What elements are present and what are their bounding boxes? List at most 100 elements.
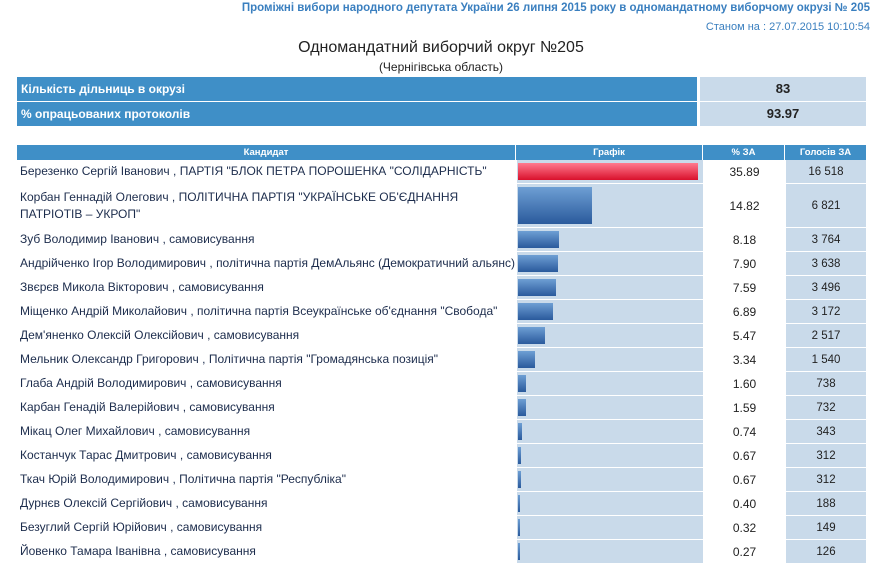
column-header-chart: Графік [516, 145, 703, 160]
district-title: Одномандатний виборчий округ №205 [298, 39, 584, 56]
candidate-party: ПОЛІТИЧНА ПАРТІЯ "УКРАЇНСЬКЕ ОБ'ЄДНАННЯ … [20, 189, 459, 221]
candidate-text: Дем'яненко Олексій Олексійович , самовис… [20, 327, 299, 344]
chart-cell [516, 160, 703, 183]
candidate-name: Зуб Володимир Іванович [20, 232, 160, 246]
table-row: Безуглий Сергій Юрійович , самовисування… [17, 516, 866, 540]
result-bar [518, 327, 545, 344]
candidate-text: Мікац Олег Михайлович , самовисування [20, 423, 250, 440]
candidate-party: Політична партія "Республіка" [179, 472, 346, 486]
summary-row-stations: Кількість дільниць в окрузі 83 [17, 77, 866, 101]
candidate-name: Костанчук Тарас Дмитрович [20, 448, 177, 462]
candidate-cell: Йовенко Тамара Іванівна , самовисування [17, 540, 516, 563]
column-header-candidate: Кандидат [17, 145, 516, 160]
table-row: Звєрєв Микола Вікторович , самовисування… [17, 276, 866, 300]
votes-cell: 6 821 [785, 184, 866, 227]
separator: , [154, 424, 165, 438]
separator: , [169, 164, 180, 178]
votes-cell: 312 [785, 468, 866, 491]
separator: , [186, 376, 197, 390]
result-bar [518, 231, 559, 248]
candidate-name: Мікац Олег Михайлович [20, 424, 155, 438]
result-bar [518, 375, 526, 392]
candidate-party: самовисування [170, 544, 256, 558]
percent-cell: 8.18 [703, 228, 785, 251]
summary-row-protocols: % опрацьованих протоколів 93.97 [17, 102, 866, 126]
candidate-text: Карбан Генадій Валерійович , самовисуван… [20, 399, 275, 416]
chart-cell [516, 228, 703, 251]
as-of-timestamp: Станом на : 27.07.2015 10:10:54 [705, 21, 870, 33]
percent-cell: 0.67 [703, 444, 785, 467]
result-bar [518, 471, 521, 488]
candidate-party: самовисування [189, 400, 275, 414]
election-title-link[interactable]: Проміжні вибори народного депутата Украї… [241, 2, 870, 14]
candidate-text: Звєрєв Микола Вікторович , самовисування [20, 279, 264, 296]
percent-cell: 35.89 [703, 160, 785, 183]
candidate-party: політична партія Всеукраїнське об'єднанн… [197, 304, 498, 318]
percent-cell: 0.27 [703, 540, 785, 563]
chart-cell [516, 516, 703, 539]
candidate-cell: Мельник Олександр Григорович , Політична… [17, 348, 516, 371]
table-row: Зуб Володимир Іванович , самовисування 8.… [17, 228, 866, 252]
separator: , [168, 189, 179, 204]
candidate-cell: Безуглий Сергій Юрійович , самовисування [17, 516, 516, 539]
candidate-text: Зуб Володимир Іванович , самовисування [20, 231, 254, 248]
candidate-name: Карбан Генадій Валерійович [20, 400, 180, 414]
chart-cell [516, 492, 703, 515]
votes-cell: 16 518 [785, 160, 866, 183]
result-bar [518, 187, 592, 224]
candidate-text: Безуглий Сергій Юрійович , самовисування [20, 519, 262, 536]
candidate-name: Міщенко Андрій Миколайович [20, 304, 187, 318]
percent-cell: 6.89 [703, 300, 785, 323]
result-bar [518, 399, 526, 416]
result-bar [518, 163, 698, 180]
candidate-party: самовисування [182, 496, 268, 510]
candidate-name: Звєрєв Микола Вікторович [20, 280, 169, 294]
separator: , [159, 232, 170, 246]
candidate-party: самовисування [178, 280, 264, 294]
candidate-text: Андрійченко Ігор Володимирович , політич… [20, 255, 515, 272]
separator: , [176, 448, 187, 462]
votes-cell: 3 496 [785, 276, 866, 299]
chart-cell [516, 252, 703, 275]
candidate-text: Березенко Сергій Іванович , ПАРТІЯ "БЛОК… [20, 163, 487, 180]
summary-label: % опрацьованих протоколів [17, 102, 697, 126]
chart-cell [516, 276, 703, 299]
result-bar [518, 303, 553, 320]
candidate-party: самовисування [196, 376, 282, 390]
candidate-cell: Корбан Геннадій Олегович , ПОЛІТИЧНА ПАР… [17, 184, 516, 227]
chart-cell [516, 468, 703, 491]
percent-cell: 5.47 [703, 324, 785, 347]
table-row: Міщенко Андрій Миколайович , політична п… [17, 300, 866, 324]
votes-cell: 149 [785, 516, 866, 539]
column-header-percent: % ЗА [703, 145, 785, 160]
percent-cell: 0.74 [703, 420, 785, 443]
votes-cell: 3 172 [785, 300, 866, 323]
percent-cell: 7.59 [703, 276, 785, 299]
chart-cell [516, 444, 703, 467]
district-region: (Чернігівська область) [378, 60, 504, 74]
percent-cell: 0.40 [703, 492, 785, 515]
candidate-text: Йовенко Тамара Іванівна , самовисування [20, 543, 256, 560]
candidate-cell: Костанчук Тарас Дмитрович , самовисуванн… [17, 444, 516, 467]
result-bar [518, 255, 558, 272]
table-row: Костанчук Тарас Дмитрович , самовисуванн… [17, 444, 866, 468]
candidate-name: Безуглий Сергій Юрійович [20, 520, 167, 534]
table-row: Дем'яненко Олексій Олексійович , самовис… [17, 324, 866, 348]
separator: , [179, 400, 190, 414]
candidate-name: Дем'яненко Олексій Олексійович [20, 328, 204, 342]
separator: , [169, 472, 180, 486]
percent-cell: 0.67 [703, 468, 785, 491]
chart-cell [516, 348, 703, 371]
separator: , [186, 304, 197, 318]
votes-cell: 2 517 [785, 324, 866, 347]
votes-cell: 3 638 [785, 252, 866, 275]
percent-cell: 0.32 [703, 516, 785, 539]
chart-cell [516, 300, 703, 323]
column-header-votes: Голосів ЗА [799, 147, 852, 158]
votes-cell: 188 [785, 492, 866, 515]
candidate-text: Костанчук Тарас Дмитрович , самовисуванн… [20, 447, 272, 464]
candidate-name: Йовенко Тамара Іванівна [20, 544, 161, 558]
candidate-cell: Міщенко Андрій Миколайович , політична п… [17, 300, 516, 323]
table-row: Йовенко Тамара Іванівна , самовисування 0… [17, 540, 866, 564]
chart-cell [516, 396, 703, 419]
